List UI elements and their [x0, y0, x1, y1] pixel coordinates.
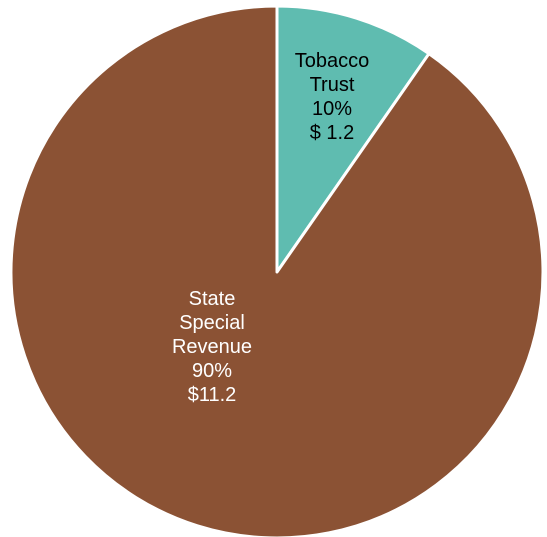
pie-label-line: 10%: [312, 98, 352, 120]
pie-label-line: $11.2: [188, 384, 237, 406]
pie-slice-label-tobacco-trust: Tobacco Trust 10% $ 1.2: [295, 50, 370, 144]
pie-label-line: Trust: [310, 74, 355, 96]
pie-label-line: Special: [179, 312, 245, 334]
pie-slices: [9, 4, 545, 537]
pie-slice-tobacco-trust: [275, 4, 431, 274]
pie-slice-label-state-special-revenue: State Special Revenue 90% $11.2: [172, 288, 252, 406]
pie-label-line: $ 1.2: [310, 122, 354, 144]
pie-label-line: Revenue: [172, 336, 252, 358]
pie-label-line: 90%: [192, 360, 232, 382]
pie-slice-state-special-revenue: [9, 4, 545, 537]
pie-label-line: Tobacco: [295, 50, 370, 72]
pie-labels: Tobacco Trust 10% $ 1.2 State Special Revenue 9…: [172, 50, 369, 406]
pie-label-line: State: [189, 288, 236, 310]
